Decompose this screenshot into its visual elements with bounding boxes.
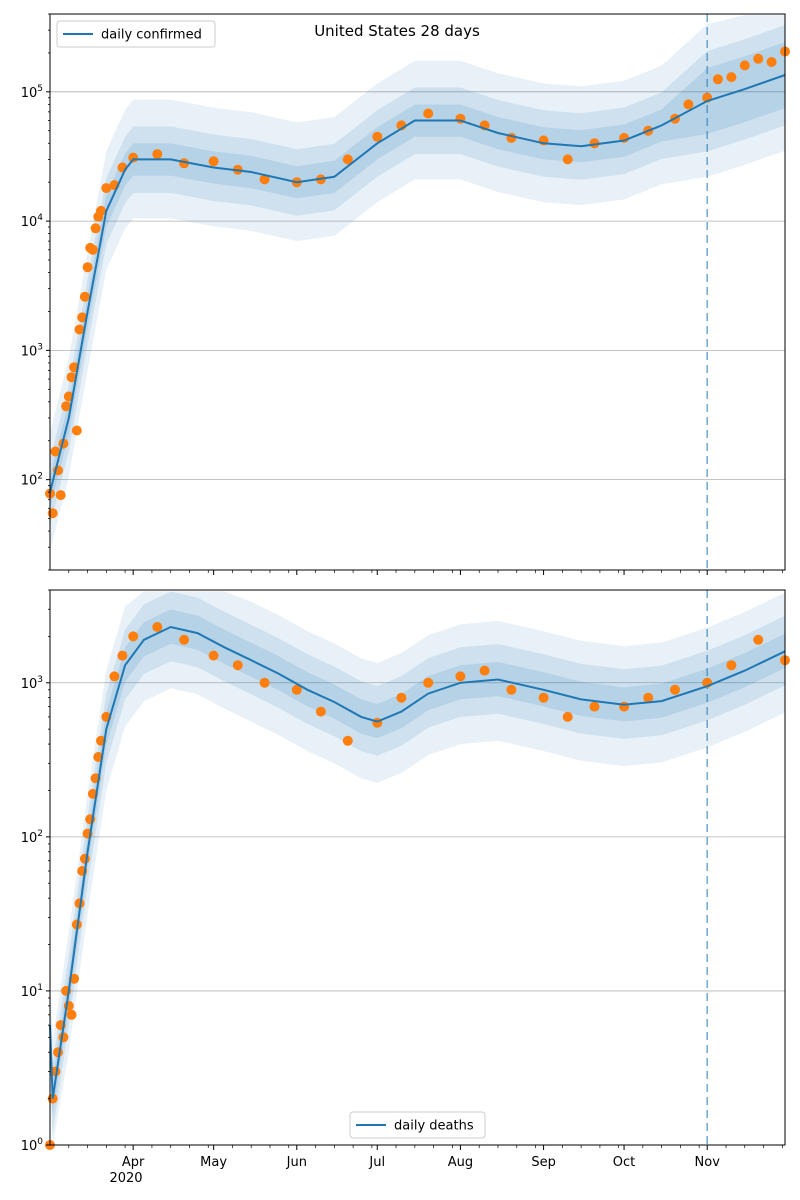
deaths-observation — [562, 711, 573, 722]
confirmed-observation — [96, 205, 106, 216]
confirmed-observation — [87, 244, 98, 255]
deaths-observation — [643, 692, 654, 703]
deaths-y-ticks: 100 101 102 103 — [21, 589, 50, 1154]
deaths-band — [50, 591, 785, 1133]
confirmed-observation — [589, 138, 600, 149]
deaths-observation — [396, 692, 407, 703]
confirmed-uncertainty-bands — [50, 15, 785, 552]
confirmed-observation — [66, 372, 77, 383]
confirmed-observation — [47, 508, 58, 519]
confirmed-observation — [90, 223, 101, 234]
x-month-label: Oct — [613, 1155, 635, 1170]
confirmed-observation — [77, 312, 88, 323]
confirmed-observation — [82, 262, 93, 273]
x-month-label: Jun — [286, 1155, 307, 1170]
confirmed-legend: daily confirmed — [56, 20, 216, 48]
x-axis-labels: Apr May Jun Jul Aug Sep Oct Nov — [122, 1155, 720, 1170]
confirmed-band — [50, 42, 785, 509]
deaths-observation — [726, 660, 737, 671]
deaths-observation — [66, 1009, 77, 1020]
confirmed-legend-label: daily confirmed — [101, 28, 202, 43]
deaths-observation — [179, 634, 190, 645]
deaths-observation — [753, 634, 764, 645]
deaths-x-ticks — [68, 1145, 783, 1150]
confirmed-observation — [423, 108, 434, 119]
confirmed-y-ticks: 102 103 104 105 — [21, 13, 50, 571]
deaths-ytick-label: 100 — [21, 1137, 44, 1154]
deaths-observation — [74, 898, 85, 909]
deaths-observation — [152, 622, 163, 632]
confirmed-observation — [766, 57, 777, 67]
confirmed-observation — [74, 324, 85, 335]
confirmed-observation — [562, 154, 573, 165]
confirmed-grid — [50, 91, 785, 481]
deaths-observation — [479, 665, 490, 676]
confirmed-observation — [726, 72, 737, 83]
confirmed-observation — [683, 99, 694, 110]
confirmed-observation — [753, 53, 764, 64]
confirmed-ytick-label: 103 — [21, 342, 43, 359]
deaths-ytick-label: 102 — [21, 829, 43, 846]
deaths-ytick-label: 103 — [21, 675, 43, 692]
chart-title: United States 28 days — [314, 22, 480, 40]
deaths-observation — [291, 684, 302, 695]
deaths-model-line — [49, 625, 786, 1099]
confirmed-observation — [128, 152, 139, 163]
deaths-grid — [50, 682, 785, 992]
deaths-observation — [670, 684, 680, 695]
deaths-observation — [259, 677, 270, 688]
confirmed-observation — [259, 174, 270, 185]
deaths-observation — [128, 631, 139, 642]
confirmed-observation — [50, 446, 61, 457]
confirmed-observation — [61, 401, 72, 412]
deaths-legend-label: daily deaths — [394, 1119, 474, 1134]
deaths-observation — [506, 684, 517, 695]
deaths-band — [50, 591, 785, 1145]
confirmed-band — [50, 15, 785, 552]
x-month-label: Jul — [368, 1155, 385, 1170]
x-year-label: 2020 — [109, 1171, 142, 1186]
deaths-observation — [208, 650, 219, 661]
deaths-observation — [315, 706, 326, 717]
deaths-observation — [455, 671, 466, 682]
deaths-observation — [117, 650, 128, 661]
deaths-ytick-label: 101 — [21, 983, 43, 1000]
confirmed-panel: 102 103 104 105 daily confirmed United Stat… — [21, 13, 790, 575]
confirmed-observation — [208, 156, 219, 167]
confirmed-observation — [71, 425, 82, 436]
deaths-observation — [538, 692, 549, 703]
confirmed-ytick-label: 104 — [21, 213, 44, 230]
deaths-observation — [79, 853, 90, 864]
confirmed-x-ticks — [68, 570, 783, 575]
deaths-observation — [342, 735, 353, 746]
deaths-legend: daily deaths — [349, 1111, 486, 1139]
deaths-observation — [58, 1032, 69, 1043]
deaths-observation — [53, 1047, 63, 1058]
confirmed-observation — [152, 149, 163, 160]
deaths-observation — [589, 701, 600, 712]
confirmed-band — [50, 25, 785, 526]
confirmed-ytick-label: 105 — [21, 84, 43, 101]
deaths-observation — [109, 671, 120, 682]
x-month-label: May — [200, 1155, 227, 1170]
confirmed-observation — [739, 60, 750, 71]
deaths-panel: 100 101 102 103 daily deaths — [21, 589, 790, 1154]
deaths-observation — [619, 701, 630, 712]
confirmed-observation — [79, 291, 90, 302]
confirmed-ytick-label: 102 — [21, 472, 43, 489]
x-month-label: Nov — [695, 1155, 721, 1170]
x-month-label: Aug — [448, 1155, 473, 1170]
confirmed-observation — [712, 74, 723, 85]
confirmed-observation — [55, 490, 66, 501]
confirmed-observation — [342, 154, 353, 165]
confirmed-model-line — [49, 74, 786, 493]
confirmed-observation — [372, 131, 383, 142]
x-month-label: Sep — [531, 1155, 556, 1170]
confirmed-observation — [101, 183, 112, 194]
deaths-observation — [423, 677, 434, 688]
x-month-label: Apr — [122, 1155, 145, 1170]
deaths-observation — [232, 660, 243, 671]
